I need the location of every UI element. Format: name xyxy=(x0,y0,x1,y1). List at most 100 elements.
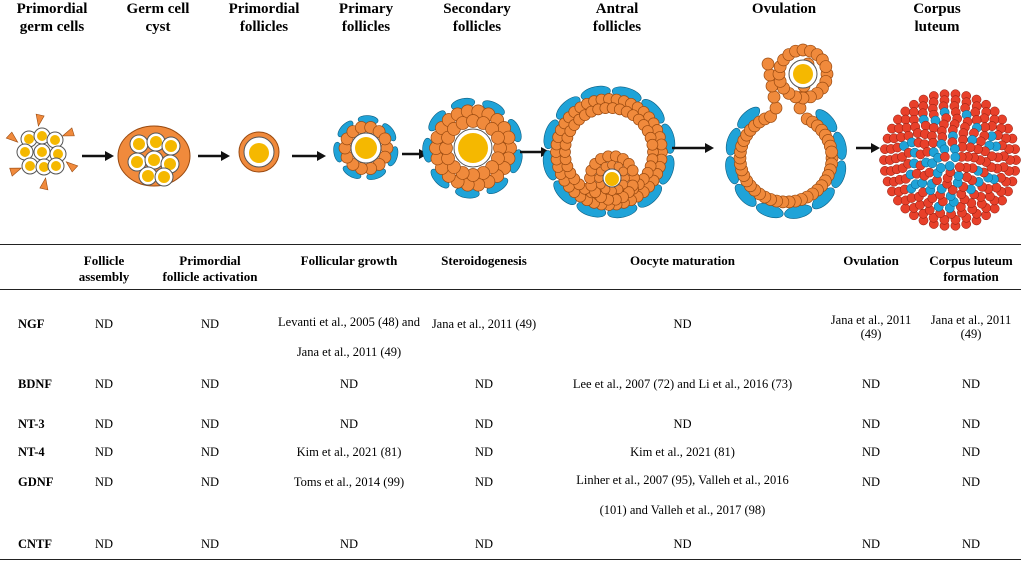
column-header-6: Ovulation xyxy=(843,253,899,268)
table-cell: ND xyxy=(94,377,114,391)
top-rule xyxy=(0,244,1021,245)
luteal-theca-cell xyxy=(944,161,955,171)
luteal-granulosa-cell xyxy=(954,162,965,172)
row-label: CNTF xyxy=(18,537,53,551)
luteal-granulosa-cell xyxy=(915,200,925,210)
luteal-granulosa-cell xyxy=(989,106,1000,117)
pgc-oocyte xyxy=(24,134,34,144)
table-cell: ND xyxy=(339,377,359,391)
table-cell: Kim et al., 2021 (81) xyxy=(296,445,402,459)
stage-label-1: Primordial germ cells xyxy=(16,1,88,35)
cyst-oocyte xyxy=(158,171,170,183)
ovulation-stalk-cell xyxy=(761,57,775,71)
pgc-oocyte xyxy=(39,162,49,172)
row-label: BDNF xyxy=(18,377,53,391)
table-cell: ND xyxy=(673,417,692,431)
pgc-oocyte xyxy=(53,149,63,159)
luteal-granulosa-cell xyxy=(901,122,912,133)
secondary-oocyte xyxy=(458,133,488,163)
luteal-granulosa-cell xyxy=(989,203,1000,214)
pgc-somatic-cell xyxy=(5,131,19,143)
pgc-somatic-cell xyxy=(65,161,79,173)
table-cell: Jana et al., 2011 (49) xyxy=(431,317,537,331)
table-cell: ND xyxy=(673,537,692,551)
antral-oocyte xyxy=(605,172,619,186)
pgc-oocyte xyxy=(20,147,30,157)
cyst-oocyte xyxy=(148,154,160,166)
pgc-somatic-cell xyxy=(61,127,75,137)
bottom-rule xyxy=(0,559,1021,560)
pgc-somatic-cell xyxy=(39,177,49,191)
table-row: NT-4 ND ND Kim et al., 2021 (81) ND Kim et al… xyxy=(0,435,1021,465)
released-cumulus-cell xyxy=(819,60,833,73)
stage-label-8: Corpus luteum xyxy=(913,1,961,35)
stage-arrow-head-3 xyxy=(317,151,326,161)
table-cell: ND xyxy=(474,417,494,431)
table-row: NT-3 ND ND ND ND ND ND ND xyxy=(0,407,1021,435)
released-oocyte xyxy=(793,64,813,84)
luteal-granulosa-cell xyxy=(940,151,950,162)
stage-arrow-head-1 xyxy=(105,151,114,161)
column-header-4: Steroidogenesis xyxy=(441,253,527,268)
cyst-oocyte xyxy=(133,138,145,150)
table-cell: ND xyxy=(961,475,981,489)
table-header-row: Follicle assembly Primordial follicle act… xyxy=(0,245,1021,293)
table-cell: Lee et al., 2007 (72) and Li et al., 201… xyxy=(572,377,793,391)
stage-label-4: Primary follicles xyxy=(338,1,394,35)
row-label: GDNF xyxy=(18,475,54,489)
stage-arrow-head-6 xyxy=(705,143,714,153)
stage-arrow-head-7 xyxy=(871,143,880,153)
column-header-5: Oocyte maturation xyxy=(629,253,736,268)
stage-label-3: Primordial follicles xyxy=(228,1,300,35)
table-cell: ND xyxy=(200,417,220,431)
table-cell: Levanti et al., 2005 (48) and Jana et al… xyxy=(278,315,420,359)
luteal-theca-cell xyxy=(953,170,964,181)
antral-granulosa-cell xyxy=(646,138,659,151)
follicle-development-diagram xyxy=(5,43,1021,231)
primary-granulosa-cell xyxy=(378,132,392,146)
table-cell: Toms et al., 2014 (99) xyxy=(293,475,405,489)
table-cell: ND xyxy=(961,417,981,431)
table-cell: ND xyxy=(673,317,692,331)
column-header-2: Primordial follicle activation xyxy=(162,253,258,284)
cyst-oocyte xyxy=(131,156,143,168)
table-cell: Kim et al., 2021 (81) xyxy=(630,445,735,459)
row-label: NT-4 xyxy=(18,445,45,459)
table-cell: Jana et al., 2011 (49) xyxy=(830,313,912,341)
luteal-granulosa-cell xyxy=(991,182,1002,193)
pgc-oocyte xyxy=(37,131,47,141)
pgc-oocyte xyxy=(25,161,35,171)
luteal-granulosa-cell xyxy=(961,172,972,182)
pgc-somatic-cell xyxy=(9,167,23,177)
luteal-granulosa-cell xyxy=(900,106,911,117)
table-cell: ND xyxy=(961,537,981,551)
cyst-oocyte xyxy=(142,170,154,182)
table-cell: ND xyxy=(861,537,881,551)
table-cell: ND xyxy=(474,537,494,551)
table-cell: ND xyxy=(474,377,494,391)
luteal-granulosa-cell xyxy=(928,212,939,223)
luteal-granulosa-cell xyxy=(947,185,958,195)
table-row: BDNF ND ND ND ND Lee et al., 2007 (72) and Li… xyxy=(0,367,1021,407)
cyst-oocyte xyxy=(164,158,176,170)
pgc-oocyte xyxy=(37,147,47,157)
header-rule xyxy=(0,289,1021,290)
table-cell: Jana et al., 2011 (49) xyxy=(930,313,1012,341)
table-cell: ND xyxy=(861,377,881,391)
column-header-3: Follicular growth xyxy=(300,253,398,268)
luteal-granulosa-cell xyxy=(928,138,939,148)
pgc-oocyte xyxy=(51,161,61,171)
column-header-7: Corpus luteum formation xyxy=(929,253,1013,284)
cumulus-cell xyxy=(626,164,639,177)
stage-arrow-head-2 xyxy=(221,151,230,161)
table-cell: ND xyxy=(861,475,881,489)
table-cell: ND xyxy=(94,445,114,459)
stage-label-7: Ovulation xyxy=(751,1,817,17)
pgc-somatic-cell xyxy=(35,113,45,127)
table-row: GDNF ND ND Toms et al., 2014 (99) ND Linher e… xyxy=(0,465,1021,527)
table-cell: ND xyxy=(94,317,114,331)
table-row: NGF ND ND Levanti et al., 2005 (48) and Jan… xyxy=(0,293,1021,367)
luteal-granulosa-cell xyxy=(900,114,911,125)
pgc-oocyte xyxy=(50,135,60,145)
stage-label-5: Secondary follicles xyxy=(443,1,511,35)
